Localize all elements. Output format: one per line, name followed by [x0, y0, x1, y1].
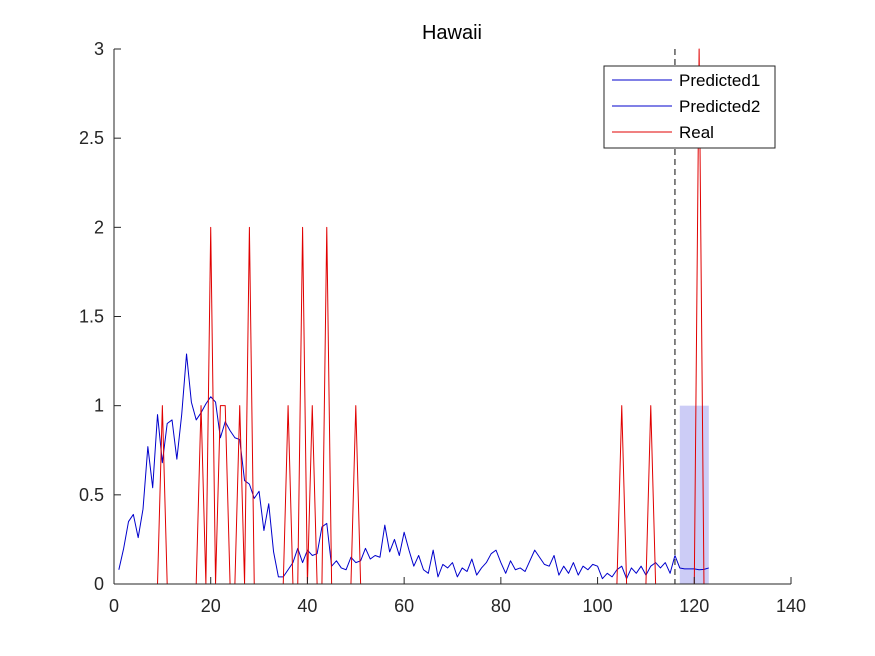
y-tick-label: 0.5	[79, 485, 104, 505]
legend-label-real: Real	[679, 123, 714, 142]
x-tick-label: 0	[109, 596, 119, 616]
legend-label-predicted1: Predicted1	[679, 71, 760, 90]
y-tick-label: 1.5	[79, 307, 104, 327]
legend-label-predicted2: Predicted2	[679, 97, 760, 116]
series-line-predicted1	[118, 353, 676, 580]
x-tick-label: 80	[491, 596, 511, 616]
y-tick-label: 2.5	[79, 128, 104, 148]
x-tick-label: 100	[583, 596, 613, 616]
x-tick-label: 140	[776, 596, 806, 616]
chart-title: Hawaii	[422, 22, 482, 44]
y-tick-label: 1	[94, 396, 104, 416]
x-tick-label: 60	[394, 596, 414, 616]
y-tick-label: 2	[94, 217, 104, 237]
y-tick-label: 0	[94, 574, 104, 594]
y-tick-label: 3	[94, 39, 104, 59]
x-tick-label: 40	[297, 596, 317, 616]
x-tick-label: 20	[201, 596, 221, 616]
series-line-predicted2	[674, 555, 709, 571]
x-tick-label: 120	[679, 596, 709, 616]
